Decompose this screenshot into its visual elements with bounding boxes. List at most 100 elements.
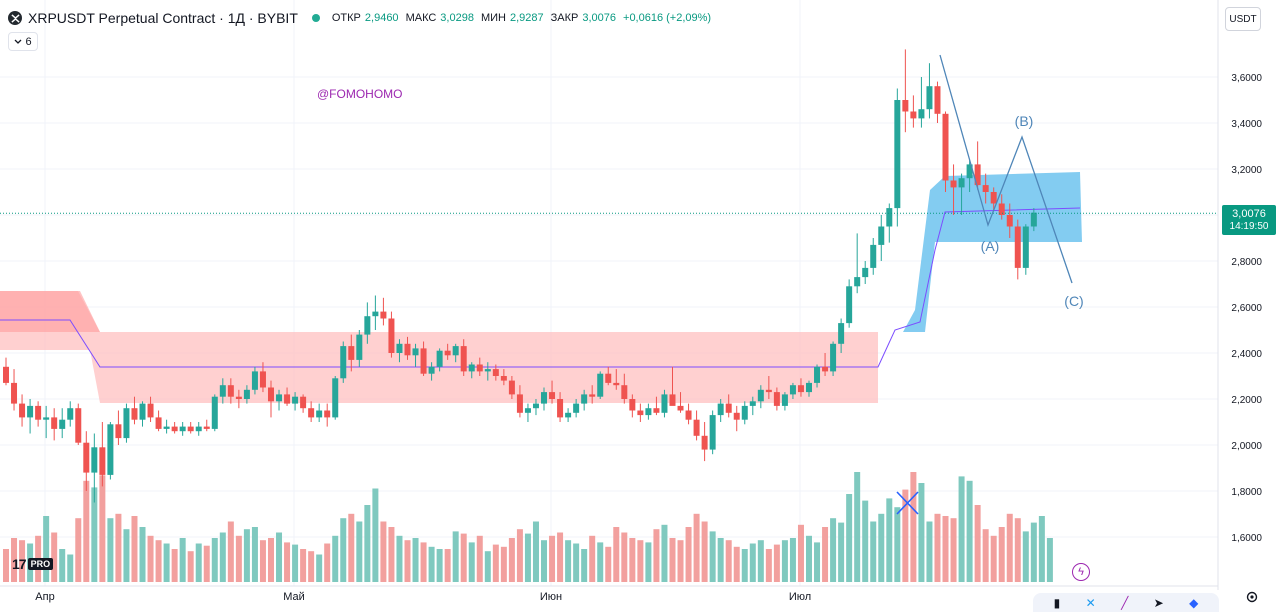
candle-body: [814, 366, 821, 383]
twitter-icon[interactable]: ✕: [1085, 595, 1096, 610]
volume-bar: [340, 518, 347, 582]
candle-body: [308, 408, 315, 418]
volume-bars: [3, 472, 1053, 582]
candle-body: [380, 311, 387, 319]
candle-body: [854, 277, 861, 287]
candle-body: [902, 100, 909, 112]
candle-body: [549, 392, 556, 399]
candle-body: [605, 373, 612, 383]
close-value: 3,0076: [582, 12, 617, 24]
currency-selector[interactable]: USDT: [1225, 7, 1261, 31]
drawing-toolbar: ▮ ✕ ╱ ➤ ◆: [1033, 593, 1219, 612]
candle-body: [83, 442, 90, 473]
gear-icon[interactable]: [1244, 589, 1260, 605]
candle-body: [661, 394, 668, 413]
candle-body: [581, 394, 588, 404]
open-value: 2,9460: [364, 12, 399, 24]
volume-bar: [613, 527, 620, 582]
volume-bar: [516, 529, 523, 582]
volume-bar: [324, 543, 331, 582]
volume-bar: [139, 527, 146, 582]
volume-bar: [235, 535, 242, 582]
volume-bar: [862, 500, 869, 582]
candle-body: [67, 408, 74, 420]
candle-body: [990, 192, 997, 204]
red-cloud-top: [0, 291, 100, 332]
volume-bar: [717, 538, 724, 582]
candle-body: [958, 178, 965, 188]
volume-bar: [982, 529, 989, 582]
candle-body: [910, 111, 917, 119]
candle-body: [99, 447, 106, 475]
candle-body: [484, 369, 491, 372]
volume-bar: [532, 521, 539, 582]
volume-bar: [227, 521, 234, 582]
high-value: 3,0298: [440, 12, 474, 24]
candle-body: [131, 408, 138, 420]
lightning-icon[interactable]: ϟ: [1072, 563, 1090, 581]
volume-bar: [388, 527, 395, 582]
volume-bar: [725, 540, 732, 582]
candle-body: [765, 389, 772, 393]
candle-body: [998, 203, 1005, 215]
volume-bar: [669, 538, 676, 582]
candle-body: [597, 373, 604, 397]
volume-bar: [581, 549, 588, 582]
rectangle-tool-icon[interactable]: ▮: [1053, 595, 1061, 610]
candle-body: [492, 369, 499, 376]
bar-countdown: 14:19:50: [1229, 220, 1269, 232]
volume-bar: [573, 543, 580, 582]
cube-icon[interactable]: ◆: [1189, 595, 1199, 610]
last-price: 3,0076: [1232, 207, 1266, 220]
candle-body: [259, 371, 266, 388]
candle-body: [388, 318, 395, 353]
volume-bar: [372, 488, 379, 582]
price-tick-label: 2,2000: [1231, 395, 1262, 406]
symbol-title[interactable]: XRPUSDT Perpetual Contract · 1Д · BYBIT: [28, 10, 298, 26]
volume-bar: [43, 516, 50, 582]
volume-bar: [653, 529, 660, 582]
volume-bar: [830, 518, 837, 582]
volume-bar: [621, 532, 628, 582]
volume-bar: [918, 483, 925, 582]
volume-bar: [412, 538, 419, 582]
candle-body: [870, 244, 877, 268]
candle-body: [500, 376, 507, 381]
volume-bar: [195, 543, 202, 582]
volume-bar: [589, 535, 596, 582]
candle-body: [476, 364, 483, 372]
volume-bar: [3, 549, 9, 582]
high-label: МАКС: [405, 12, 437, 24]
low-label: МИН: [480, 12, 506, 24]
candle-body: [508, 380, 515, 395]
candle-body: [235, 396, 242, 399]
volume-bar: [942, 516, 949, 582]
wave-label-c: (C): [1064, 293, 1083, 309]
volume-bar: [356, 521, 363, 582]
volume-bar: [51, 532, 58, 582]
volume-bar: [1046, 538, 1053, 582]
candle-body: [934, 86, 941, 114]
brush-tool-icon[interactable]: ╱: [1121, 595, 1129, 610]
candle-body: [203, 426, 210, 429]
candle-body: [797, 385, 804, 393]
volume-bar: [765, 549, 772, 582]
wave-label-b: (B): [1015, 113, 1034, 129]
volume-bar: [428, 546, 435, 582]
tradingview-logo[interactable]: 17 PRO: [12, 555, 76, 573]
volume-bar: [179, 538, 186, 582]
send-icon[interactable]: ➤: [1153, 595, 1164, 610]
volume-bar: [203, 545, 210, 582]
volume-bar: [267, 538, 274, 582]
volume-bar: [420, 542, 427, 582]
volume-bar: [741, 549, 748, 582]
volume-bar: [75, 518, 82, 582]
candle-body: [163, 426, 170, 429]
volume-bar: [508, 538, 515, 582]
collapse-indicators-button[interactable]: 6: [8, 32, 38, 51]
candle-body: [123, 408, 130, 439]
red-cloud: [0, 291, 878, 403]
volume-bar: [854, 472, 861, 582]
volume-bar: [284, 542, 291, 582]
